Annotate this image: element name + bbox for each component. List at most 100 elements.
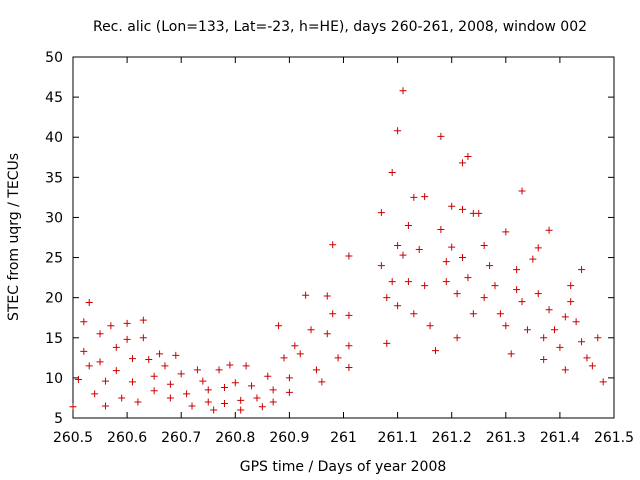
data-point xyxy=(594,334,602,342)
data-point xyxy=(572,318,580,326)
x-tick-label: 261.3 xyxy=(486,430,526,446)
data-point xyxy=(188,402,196,410)
data-point xyxy=(448,202,456,210)
data-point xyxy=(334,354,342,362)
data-point xyxy=(464,274,472,282)
data-point xyxy=(134,398,142,406)
data-point xyxy=(442,258,450,266)
data-point xyxy=(91,390,99,398)
data-point xyxy=(415,246,423,254)
x-tick-label: 260.9 xyxy=(269,430,309,446)
data-point xyxy=(150,387,158,395)
data-point xyxy=(204,398,212,406)
data-point xyxy=(145,355,153,363)
x-tick-label: 261.2 xyxy=(432,430,472,446)
data-point xyxy=(523,326,531,334)
data-point xyxy=(453,290,461,298)
data-point xyxy=(469,310,477,318)
y-tick-label: 25 xyxy=(45,251,63,267)
data-point xyxy=(534,290,542,298)
data-point xyxy=(177,370,185,378)
data-point xyxy=(253,394,261,402)
data-point xyxy=(486,262,494,270)
data-point xyxy=(502,228,510,236)
data-point xyxy=(112,367,120,375)
data-point xyxy=(464,152,472,160)
data-point xyxy=(129,355,137,363)
data-point xyxy=(285,374,293,382)
data-point xyxy=(107,322,115,330)
data-point xyxy=(69,403,77,411)
data-point xyxy=(210,406,218,414)
data-point xyxy=(480,242,488,250)
data-point xyxy=(545,306,553,314)
data-point xyxy=(491,282,499,290)
data-point xyxy=(96,358,104,366)
data-point xyxy=(421,282,429,290)
data-point xyxy=(280,354,288,362)
data-point xyxy=(129,378,137,386)
x-tick-label: 261.4 xyxy=(540,430,580,446)
data-point xyxy=(183,390,191,398)
data-points xyxy=(69,87,607,414)
data-point xyxy=(426,322,434,330)
data-point xyxy=(561,366,569,374)
data-point xyxy=(139,316,147,324)
data-point xyxy=(567,298,575,306)
data-point xyxy=(161,362,169,370)
data-point xyxy=(453,334,461,342)
data-point xyxy=(80,347,88,355)
data-point xyxy=(578,266,586,274)
y-tick-label: 20 xyxy=(45,291,63,307)
y-tick-label: 45 xyxy=(45,90,63,106)
data-point xyxy=(480,294,488,302)
data-point xyxy=(123,319,131,327)
data-point xyxy=(459,254,467,262)
data-point xyxy=(345,311,353,319)
data-point xyxy=(101,402,109,410)
data-point xyxy=(513,266,521,274)
y-tick-label: 10 xyxy=(45,371,63,387)
data-point xyxy=(123,335,131,343)
data-point xyxy=(410,193,418,201)
data-point xyxy=(226,361,234,369)
y-axis-title: STEC from uqrg / TECUs xyxy=(6,153,22,321)
data-point xyxy=(118,394,126,402)
data-point xyxy=(237,396,245,404)
data-point xyxy=(410,310,418,318)
x-tick-label: 261.1 xyxy=(378,430,418,446)
data-point xyxy=(540,355,548,363)
y-tick-label: 40 xyxy=(45,130,63,146)
data-point xyxy=(345,342,353,350)
x-tick-label: 260.5 xyxy=(53,430,93,446)
y-tick-label: 15 xyxy=(45,331,63,347)
data-point xyxy=(323,330,331,338)
data-point xyxy=(323,292,331,300)
data-point xyxy=(269,386,277,394)
data-point xyxy=(518,187,526,195)
data-point xyxy=(199,377,207,385)
data-point xyxy=(437,132,445,140)
data-point xyxy=(275,322,283,330)
data-point xyxy=(529,255,537,263)
data-point xyxy=(80,318,88,326)
data-point xyxy=(312,366,320,374)
data-point xyxy=(502,322,510,330)
data-point xyxy=(291,342,299,350)
data-point xyxy=(172,351,180,359)
data-point xyxy=(459,159,467,167)
chart-title: Rec. alic (Lon=133, Lat=-23, h=HE), days… xyxy=(93,19,587,35)
x-tick-label: 260.6 xyxy=(107,430,147,446)
data-point xyxy=(459,205,467,213)
data-point xyxy=(166,394,174,402)
y-tick-label: 30 xyxy=(45,210,63,226)
data-point xyxy=(193,366,201,374)
data-point xyxy=(399,87,407,95)
data-point xyxy=(404,221,412,229)
data-point xyxy=(264,372,272,380)
data-point xyxy=(583,354,591,362)
data-point xyxy=(345,252,353,260)
data-point xyxy=(204,386,212,394)
data-point xyxy=(475,209,483,217)
data-point xyxy=(404,278,412,286)
